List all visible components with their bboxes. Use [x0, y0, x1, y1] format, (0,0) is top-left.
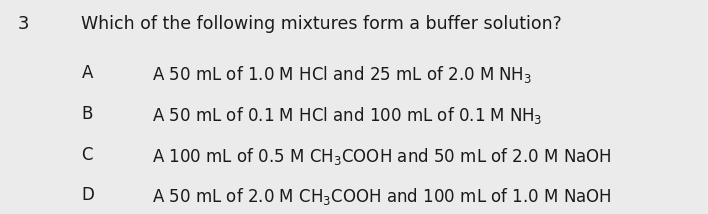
- Text: D: D: [81, 186, 94, 204]
- Text: A 50 mL of 0.1 M HCl and 100 mL of 0.1 M NH$_{3}$: A 50 mL of 0.1 M HCl and 100 mL of 0.1 M…: [152, 105, 543, 126]
- Text: Which of the following mixtures form a buffer solution?: Which of the following mixtures form a b…: [81, 15, 562, 33]
- Text: A 50 mL of 1.0 M HCl and 25 mL of 2.0 M NH$_{3}$: A 50 mL of 1.0 M HCl and 25 mL of 2.0 M …: [152, 64, 532, 85]
- Text: B: B: [81, 105, 93, 123]
- Text: A 50 mL of 2.0 M CH$_{3}$COOH and 100 mL of 1.0 M NaOH: A 50 mL of 2.0 M CH$_{3}$COOH and 100 mL…: [152, 186, 612, 207]
- Text: A 100 mL of 0.5 M CH$_{3}$COOH and 50 mL of 2.0 M NaOH: A 100 mL of 0.5 M CH$_{3}$COOH and 50 mL…: [152, 146, 612, 166]
- Text: 3: 3: [18, 15, 29, 33]
- Text: A: A: [81, 64, 93, 82]
- Text: C: C: [81, 146, 93, 163]
